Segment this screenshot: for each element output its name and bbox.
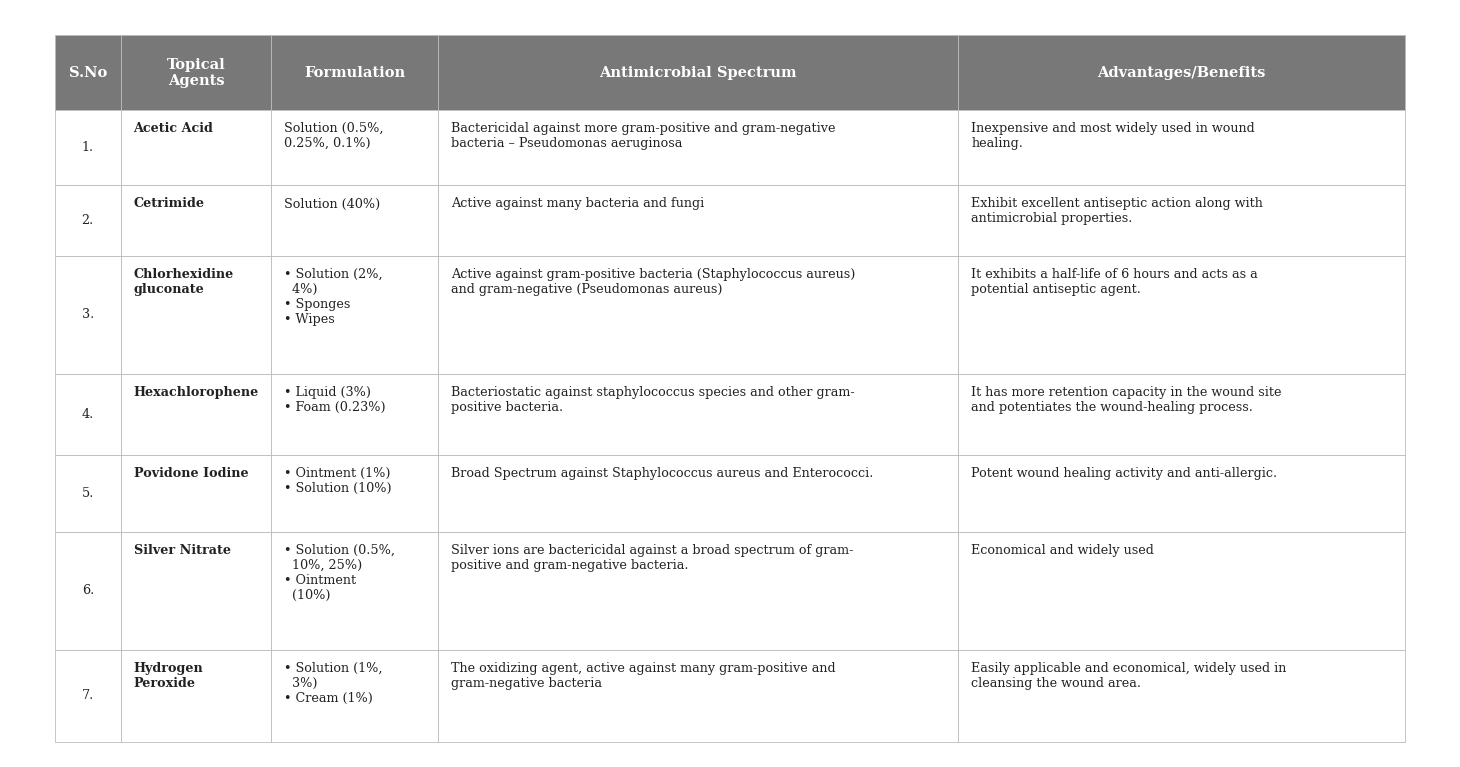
Bar	[121, 35, 272, 110]
Bar	[438, 532, 958, 650]
Bar	[55, 255, 121, 374]
Text: Economical and widely used: Economical and widely used	[971, 544, 1155, 557]
Text: Hexachlorophene: Hexachlorophene	[133, 386, 258, 399]
Text: Topical
Agents: Topical Agents	[166, 58, 225, 87]
Text: It exhibits a half-life of 6 hours and acts as a
potential antiseptic agent.: It exhibits a half-life of 6 hours and a…	[971, 268, 1259, 295]
Text: Broad Spectrum against Staphylococcus aureus and Enterococci.: Broad Spectrum against Staphylococcus au…	[451, 467, 873, 479]
Text: • Solution (0.5%,
  10%, 25%)
• Ointment
  (10%): • Solution (0.5%, 10%, 25%) • Ointment (…	[285, 544, 396, 601]
Bar	[121, 374, 272, 455]
Text: 1.: 1.	[82, 141, 93, 154]
Bar	[121, 255, 272, 374]
Bar	[958, 35, 1405, 110]
Text: Antimicrobial Spectrum: Antimicrobial Spectrum	[600, 66, 797, 80]
Bar	[438, 255, 958, 374]
Bar	[438, 110, 958, 186]
Text: Bactericidal against more gram-positive and gram-negative
bacteria – Pseudomonas: Bactericidal against more gram-positive …	[451, 122, 835, 150]
Text: Chlorhexidine
gluconate: Chlorhexidine gluconate	[133, 268, 234, 295]
Text: 3.: 3.	[82, 308, 93, 321]
Text: Silver ions are bactericidal against a broad spectrum of gram-
positive and gram: Silver ions are bactericidal against a b…	[451, 544, 854, 571]
Text: Formulation: Formulation	[304, 66, 406, 80]
Bar	[55, 110, 121, 186]
Text: Solution (40%): Solution (40%)	[285, 197, 381, 210]
Text: Hydrogen
Peroxide: Hydrogen Peroxide	[133, 662, 203, 690]
Text: Silver Nitrate: Silver Nitrate	[133, 544, 231, 557]
Text: Potent wound healing activity and anti-allergic.: Potent wound healing activity and anti-a…	[971, 467, 1278, 479]
Text: Bacteriostatic against staphylococcus species and other gram-
positive bacteria.: Bacteriostatic against staphylococcus sp…	[451, 386, 854, 413]
Text: Active against gram-positive bacteria (Staphylococcus aureus)
and gram-negative : Active against gram-positive bacteria (S…	[451, 268, 856, 295]
Bar	[272, 374, 438, 455]
Text: Easily applicable and economical, widely used in
cleansing the wound area.: Easily applicable and economical, widely…	[971, 662, 1286, 690]
Text: Cetrimide: Cetrimide	[133, 197, 204, 210]
Bar	[55, 35, 121, 110]
Bar	[121, 650, 272, 742]
Bar	[121, 186, 272, 255]
Bar	[272, 255, 438, 374]
Bar	[958, 110, 1405, 186]
Bar	[55, 186, 121, 255]
Bar	[272, 455, 438, 532]
Bar	[958, 186, 1405, 255]
Text: Solution (0.5%,
0.25%, 0.1%): Solution (0.5%, 0.25%, 0.1%)	[285, 122, 384, 150]
Bar	[121, 532, 272, 650]
Bar	[55, 532, 121, 650]
Bar	[121, 110, 272, 186]
Text: It has more retention capacity in the wound site
and potentiates the wound-heali: It has more retention capacity in the wo…	[971, 386, 1282, 413]
Text: • Liquid (3%)
• Foam (0.23%): • Liquid (3%) • Foam (0.23%)	[285, 386, 385, 413]
Bar	[958, 455, 1405, 532]
Text: The oxidizing agent, active against many gram-positive and
gram-negative bacteri: The oxidizing agent, active against many…	[451, 662, 835, 690]
Bar	[958, 374, 1405, 455]
Text: 6.: 6.	[82, 584, 93, 597]
Bar	[272, 110, 438, 186]
Bar	[438, 455, 958, 532]
Text: Inexpensive and most widely used in wound
healing.: Inexpensive and most widely used in woun…	[971, 122, 1256, 150]
Bar	[55, 455, 121, 532]
Text: 2.: 2.	[82, 214, 93, 227]
Bar	[958, 650, 1405, 742]
Bar	[272, 35, 438, 110]
Bar	[272, 186, 438, 255]
Bar	[272, 650, 438, 742]
Bar	[438, 186, 958, 255]
Bar	[958, 532, 1405, 650]
Text: • Solution (1%,
  3%)
• Cream (1%): • Solution (1%, 3%) • Cream (1%)	[285, 662, 383, 705]
Text: 7.: 7.	[82, 690, 93, 703]
Text: Active against many bacteria and fungi: Active against many bacteria and fungi	[451, 197, 704, 210]
Text: • Ointment (1%)
• Solution (10%): • Ointment (1%) • Solution (10%)	[285, 467, 393, 495]
Bar	[438, 374, 958, 455]
Bar	[121, 455, 272, 532]
Bar	[958, 255, 1405, 374]
Bar	[438, 650, 958, 742]
Text: Acetic Acid: Acetic Acid	[133, 122, 213, 135]
Bar	[55, 374, 121, 455]
Text: S.No: S.No	[69, 66, 107, 80]
Text: Povidone Iodine: Povidone Iodine	[133, 467, 248, 479]
Bar	[438, 35, 958, 110]
Bar	[272, 532, 438, 650]
Text: 4.: 4.	[82, 407, 93, 420]
Text: Advantages/Benefits: Advantages/Benefits	[1098, 66, 1266, 80]
Text: 5.: 5.	[82, 487, 93, 500]
Bar	[55, 650, 121, 742]
Text: • Solution (2%,
  4%)
• Sponges
• Wipes: • Solution (2%, 4%) • Sponges • Wipes	[285, 268, 383, 325]
Text: Exhibit excellent antiseptic action along with
antimicrobial properties.: Exhibit excellent antiseptic action alon…	[971, 197, 1263, 225]
